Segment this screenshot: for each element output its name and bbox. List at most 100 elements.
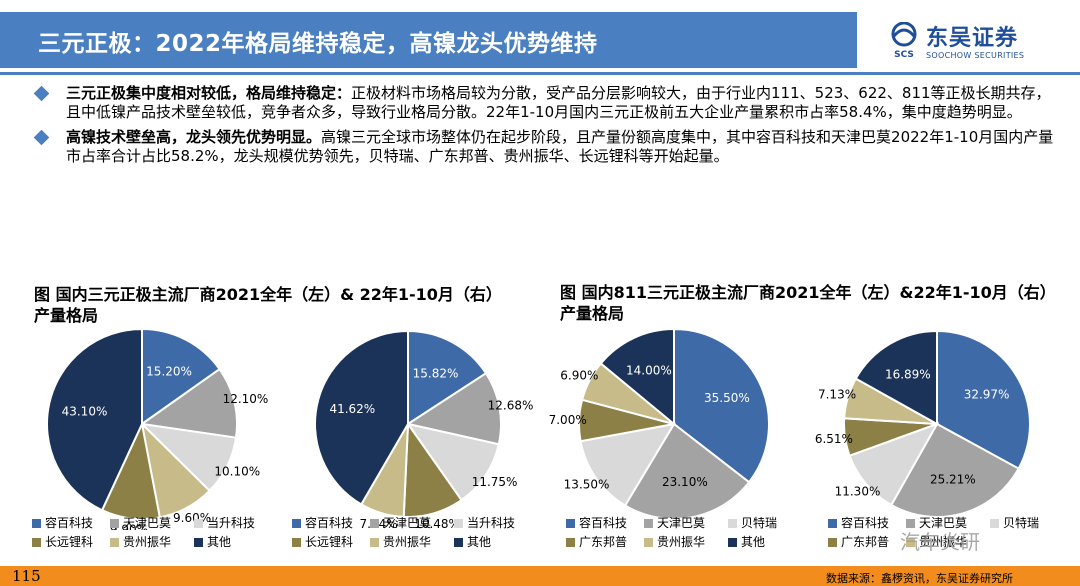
- legend-item: 容百科技: [292, 514, 353, 531]
- pie-charts: 15.20%12.10%10.10%9.60%9.90%43.10%15.82%…: [46, 330, 1031, 530]
- legend-item: 贝特瑞: [990, 514, 1039, 531]
- legend-item: 天津巴莫: [906, 514, 967, 531]
- legend-item: 贵州振华: [644, 533, 705, 550]
- pie-slice: [936, 330, 1031, 470]
- bullet-heading: 高镍技术壁垒高，龙头领先优势明显。: [66, 128, 322, 146]
- pie-slice: [314, 330, 409, 506]
- pie-data-label: 43.10%: [62, 404, 108, 418]
- legend-item: 其他: [454, 533, 491, 550]
- pie-slice: [141, 330, 221, 426]
- bullet-text: 正极材料市场格局较为分散，受产品分层影响较大，由于行业内111、523、622、…: [66, 84, 1051, 121]
- pie-data-label: 16.89%: [885, 367, 931, 381]
- pie-slice: [623, 422, 751, 520]
- pie-data-label: 6.51%: [815, 432, 853, 446]
- pie-slice: [673, 330, 770, 484]
- legend-swatch: [32, 519, 41, 528]
- legend-swatch: [906, 519, 915, 528]
- data-source: 数据来源：鑫椤资讯，东吴证券研究所: [826, 572, 1013, 585]
- legend-label: 广东邦普: [841, 535, 890, 549]
- legend-label: 当升科技: [467, 516, 516, 530]
- legend-item: 其他: [194, 533, 231, 550]
- pie-data-label: 12.68%: [488, 399, 534, 413]
- legend-item: 贵州振华: [906, 533, 967, 550]
- pie-data-label: 15.20%: [146, 365, 192, 379]
- pie-slice: [405, 422, 500, 502]
- legend-item: 贵州振华: [370, 533, 431, 550]
- legend-label: 容百科技: [841, 516, 890, 530]
- legend-label: 天津巴莫: [657, 516, 706, 530]
- legend-swatch: [454, 538, 463, 547]
- legend-swatch: [32, 538, 41, 547]
- legend-label: 广东邦普: [579, 535, 628, 549]
- legend-swatch: [292, 538, 301, 547]
- legend-label: 贵州振华: [657, 535, 706, 549]
- legend-swatch: [990, 519, 999, 528]
- legend-label: 贝特瑞: [1003, 516, 1040, 530]
- pie-data-label: 12.10%: [223, 392, 269, 406]
- pie-data-label: 11.75%: [472, 475, 518, 489]
- footer-bar: 115 数据来源：鑫椤资讯，东吴证券研究所: [0, 566, 1080, 586]
- pie-chart-1: 15.20%12.10%10.10%9.60%9.90%43.10%: [46, 330, 269, 530]
- watermark: 汽车炎研: [900, 530, 980, 554]
- bullet-item: 三元正极集中度相对较低，格局维持稳定：正极材料市场格局较为分散，受产品分层影响较…: [33, 84, 1064, 122]
- legend-label: 贵州振华: [123, 535, 172, 549]
- pie-data-label: 7.13%: [818, 388, 856, 402]
- legend-item: 天津巴莫: [370, 514, 431, 531]
- legend-item: 当升科技: [194, 514, 255, 531]
- legend-swatch: [644, 538, 653, 547]
- diamond-bullet-icon: [33, 129, 50, 146]
- logo: SCS 东吴证券 SOOCHOW SECURITIES: [888, 18, 1068, 70]
- pie-data-label: 23.10%: [662, 475, 708, 489]
- legend-swatch: [194, 538, 203, 547]
- legend-label: 贝特瑞: [741, 516, 778, 530]
- legend-swatch: [110, 519, 119, 528]
- pie-slice: [139, 367, 238, 439]
- pie-data-label: 15.82%: [413, 366, 459, 380]
- legend-swatch: [566, 519, 575, 528]
- diamond-bullet-icon: [33, 85, 50, 102]
- legend-label: 容百科技: [45, 516, 94, 530]
- legend-label: 长远锂科: [45, 535, 94, 549]
- legend-label: 贵州振华: [383, 535, 432, 549]
- pie-slice: [599, 330, 675, 427]
- pie-slice: [405, 371, 502, 446]
- legend-swatch: [728, 519, 737, 528]
- logo-cn: 东吴证券: [926, 26, 1019, 51]
- legend-swatch: [194, 519, 203, 528]
- legend-item: 贵州振华: [110, 533, 171, 550]
- legend-item: 容百科技: [32, 514, 93, 531]
- pie-data-label: 10.10%: [214, 464, 260, 478]
- legend-swatch: [644, 519, 653, 528]
- pie-slice: [407, 330, 488, 426]
- legend-swatch: [110, 538, 119, 547]
- pie-chart-2: 15.82%12.68%11.75%10.48%7.64%41.62%: [314, 330, 534, 530]
- pie-data-label: 14.00%: [626, 364, 672, 378]
- logo-mark-text: SCS: [894, 50, 914, 60]
- legend-label: 天津巴莫: [383, 516, 432, 530]
- pie-data-label: 13.50%: [564, 478, 610, 492]
- legend-swatch: [292, 519, 301, 528]
- pie-data-label: 7.00%: [549, 413, 587, 427]
- legend-swatch: [454, 519, 463, 528]
- pie-data-label: 6.90%: [560, 368, 598, 382]
- pie-data-label: 41.62%: [329, 402, 375, 416]
- pie-slice: [579, 422, 676, 507]
- pie-data-label: 35.50%: [704, 391, 750, 405]
- legend-swatch: [566, 538, 575, 547]
- legend-label: 天津巴莫: [123, 516, 172, 530]
- legend-label: 其他: [207, 535, 232, 549]
- chart-title-left: 图 国内三元正极主流厂商2021全年（左）& 22年1-10月（右）产量格局: [34, 285, 502, 325]
- page-title: 三元正极：2022年格局维持稳定，高镍龙头优势维持: [38, 31, 598, 57]
- pie-data-label: 32.97%: [964, 388, 1010, 402]
- legend-item: 天津巴莫: [110, 514, 171, 531]
- bullet-list: 三元正极集中度相对较低，格局维持稳定：正极材料市场格局较为分散，受产品分层影响较…: [33, 84, 1064, 172]
- legend-label: 其他: [467, 535, 492, 549]
- legend-label: 容百科技: [305, 516, 354, 530]
- pie-data-label: 9.90%: [110, 523, 148, 530]
- legend-item: 当升科技: [454, 514, 515, 531]
- header-rule: [0, 72, 1080, 75]
- legend-item: 天津巴莫: [644, 514, 705, 531]
- pie-slice: [854, 330, 938, 426]
- legend-item: 容百科技: [566, 514, 627, 531]
- chart-title-right: 图 国内811三元正极主流厂商2021全年（左）&22年1-10月（右）产量格局: [560, 283, 1056, 323]
